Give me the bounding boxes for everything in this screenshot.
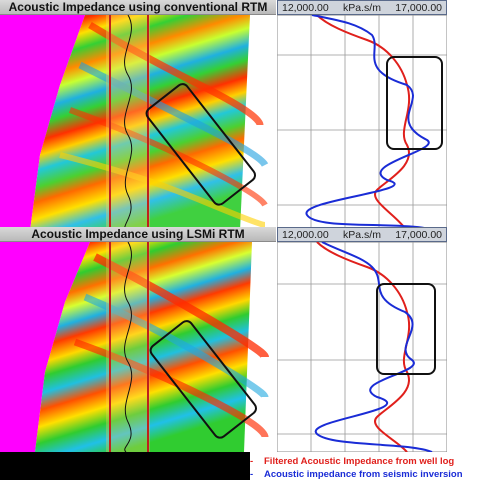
top-well-log-curve — [316, 14, 411, 232]
legend-well-log-marker: - — [250, 456, 254, 467]
bottom-inversion-curve — [314, 241, 433, 453]
legend-inversion-label: Acoustic impedance from seismic inversio… — [264, 469, 463, 480]
legend: - Filtered Acoustic Impedance from well l… — [250, 455, 480, 481]
footer-black-bar — [0, 452, 250, 480]
top-scale-bar: 12,000.00 kPa.s/m 17,000.00 — [277, 0, 447, 15]
top-scale-max: 17,000.00 — [395, 1, 442, 14]
top-seismic-section — [0, 15, 276, 231]
top-scale-min: 12,000.00 — [282, 1, 329, 14]
bottom-scale-min: 12,000.00 — [282, 228, 329, 241]
top-log-highlight-box — [386, 56, 443, 150]
bottom-log-plot — [276, 241, 448, 453]
bottom-well-trace — [124, 242, 133, 452]
legend-item-inversion: - Acoustic impedance from seismic inversi… — [250, 468, 480, 481]
bottom-panel-title: Acoustic Impedance using LSMi RTM — [0, 227, 276, 242]
top-well-trace — [124, 15, 133, 231]
bottom-scale-bar: 12,000.00 kPa.s/m 17,000.00 — [277, 227, 447, 242]
legend-item-well-log: - Filtered Acoustic Impedance from well l… — [250, 455, 480, 468]
bottom-highlight-box — [149, 320, 257, 439]
top-scale-unit: kPa.s/m — [343, 1, 381, 14]
bottom-scale-unit: kPa.s/m — [343, 228, 381, 241]
bottom-seismic-section — [0, 242, 276, 452]
top-highlight-box — [145, 83, 257, 206]
legend-well-log-label: Filtered Acoustic Impedance from well lo… — [264, 456, 455, 467]
bottom-scale-max: 17,000.00 — [395, 228, 442, 241]
bottom-log-highlight-box — [376, 283, 436, 375]
top-log-plot — [276, 14, 448, 232]
top-inversion-curve — [305, 14, 438, 232]
legend-inversion-marker: - — [250, 469, 254, 480]
top-panel-title: Acoustic Impedance using conventional RT… — [0, 0, 276, 15]
